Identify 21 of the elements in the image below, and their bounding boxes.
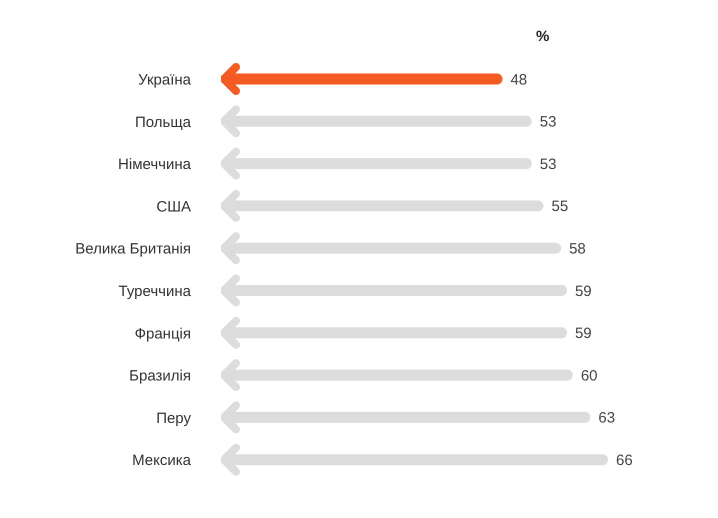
y-tick-label: Бразилія (129, 368, 191, 385)
data-label: 60 (580, 367, 598, 384)
y-tick-label: Мексика (132, 452, 192, 470)
data-label: 48 (510, 71, 528, 88)
y-tick-label: Польща (134, 114, 192, 131)
y-tick-label: США (156, 198, 191, 216)
data-label: 63 (598, 410, 616, 427)
x-axis-title: % (536, 28, 550, 45)
y-tick-label: Перу (156, 410, 192, 427)
data-label: 58 (569, 240, 586, 258)
data-label: 66 (616, 452, 633, 470)
y-tick-label: Україна (138, 71, 192, 88)
y-tick-label: Туреччина (118, 282, 192, 300)
y-tick-label: Велика Британія (75, 240, 191, 258)
data-label: 53 (540, 114, 556, 131)
data-label: 55 (552, 198, 568, 216)
data-label: 59 (574, 325, 592, 342)
data-label: 53 (540, 156, 556, 173)
y-tick-label: Франція (134, 325, 191, 342)
data-label: 59 (574, 282, 592, 300)
y-tick-label: Німеччина (118, 156, 192, 174)
